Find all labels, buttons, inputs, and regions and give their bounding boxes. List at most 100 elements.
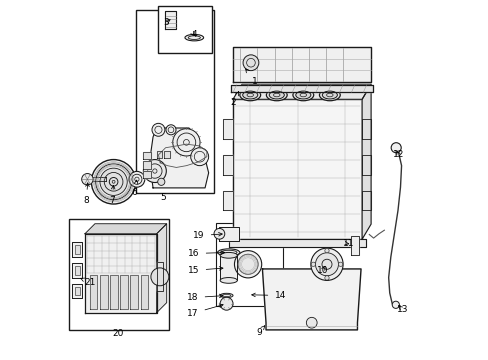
Circle shape — [158, 178, 164, 185]
Circle shape — [214, 228, 224, 239]
Polygon shape — [85, 234, 156, 313]
Polygon shape — [130, 275, 137, 309]
Ellipse shape — [217, 249, 239, 256]
Bar — [158, 6, 212, 53]
Polygon shape — [233, 84, 370, 99]
Polygon shape — [223, 155, 233, 175]
Polygon shape — [262, 269, 360, 330]
Circle shape — [100, 168, 127, 195]
Polygon shape — [143, 161, 151, 168]
Ellipse shape — [322, 91, 337, 99]
Polygon shape — [72, 263, 82, 278]
Circle shape — [310, 248, 343, 280]
Circle shape — [165, 125, 176, 135]
Text: 17: 17 — [186, 304, 223, 318]
Text: 13: 13 — [396, 305, 408, 314]
Polygon shape — [72, 284, 82, 298]
Ellipse shape — [184, 35, 203, 41]
Text: 20: 20 — [112, 329, 123, 338]
Text: 12: 12 — [392, 150, 404, 159]
Circle shape — [96, 164, 131, 200]
Polygon shape — [156, 224, 166, 313]
Text: 10: 10 — [316, 266, 328, 275]
Bar — [136, 10, 214, 193]
Ellipse shape — [319, 89, 340, 101]
Text: 21: 21 — [81, 278, 95, 287]
Circle shape — [190, 148, 208, 166]
Circle shape — [143, 159, 166, 183]
Polygon shape — [149, 128, 208, 188]
Bar — [69, 219, 169, 330]
Text: 15: 15 — [187, 266, 223, 275]
Circle shape — [391, 301, 399, 309]
Polygon shape — [231, 85, 372, 93]
Circle shape — [390, 143, 400, 153]
Polygon shape — [233, 99, 362, 239]
Ellipse shape — [242, 91, 257, 99]
Polygon shape — [223, 119, 233, 139]
Circle shape — [324, 276, 328, 280]
Polygon shape — [85, 224, 166, 234]
Bar — [74, 245, 80, 254]
Text: 16: 16 — [187, 249, 224, 258]
Ellipse shape — [220, 293, 233, 298]
Polygon shape — [72, 242, 82, 257]
Bar — [74, 287, 80, 296]
Text: 18: 18 — [186, 293, 223, 302]
Ellipse shape — [292, 89, 313, 101]
Polygon shape — [163, 150, 169, 158]
Circle shape — [91, 159, 136, 204]
Circle shape — [81, 174, 93, 185]
Polygon shape — [362, 84, 370, 239]
Circle shape — [324, 248, 328, 253]
Text: 19: 19 — [192, 231, 222, 240]
Circle shape — [315, 253, 338, 276]
Text: 5: 5 — [160, 193, 165, 202]
Text: 11: 11 — [342, 239, 353, 248]
Text: 14: 14 — [251, 291, 285, 300]
Ellipse shape — [266, 89, 286, 101]
Polygon shape — [362, 191, 370, 211]
Polygon shape — [100, 275, 107, 309]
Circle shape — [306, 318, 317, 328]
Circle shape — [238, 254, 258, 274]
Polygon shape — [362, 119, 370, 139]
Circle shape — [220, 297, 233, 310]
Text: 7: 7 — [109, 185, 115, 205]
Circle shape — [152, 123, 164, 136]
Ellipse shape — [295, 91, 310, 99]
Polygon shape — [143, 152, 151, 159]
Text: 2: 2 — [230, 92, 238, 107]
Ellipse shape — [220, 278, 237, 283]
Circle shape — [310, 262, 315, 266]
Polygon shape — [156, 150, 162, 158]
Polygon shape — [228, 239, 366, 247]
Circle shape — [129, 171, 144, 187]
Polygon shape — [143, 171, 151, 178]
Polygon shape — [223, 191, 233, 211]
Polygon shape — [219, 226, 239, 241]
Polygon shape — [90, 275, 97, 309]
Text: 9: 9 — [255, 326, 264, 337]
Circle shape — [151, 268, 168, 286]
Bar — [74, 266, 80, 275]
Text: 8: 8 — [83, 183, 89, 205]
Ellipse shape — [239, 89, 260, 101]
Circle shape — [172, 129, 200, 156]
Polygon shape — [156, 262, 163, 291]
Polygon shape — [164, 12, 176, 30]
Bar — [215, 223, 283, 306]
Polygon shape — [233, 46, 370, 82]
Circle shape — [109, 177, 118, 186]
Polygon shape — [362, 155, 370, 175]
Polygon shape — [110, 275, 117, 309]
Polygon shape — [120, 275, 127, 309]
Circle shape — [243, 55, 258, 71]
Polygon shape — [351, 235, 359, 255]
Text: 3: 3 — [163, 18, 170, 27]
Polygon shape — [140, 275, 147, 309]
Text: 1: 1 — [245, 69, 258, 86]
Circle shape — [338, 262, 342, 266]
Ellipse shape — [269, 91, 284, 99]
Text: 4: 4 — [190, 30, 197, 39]
